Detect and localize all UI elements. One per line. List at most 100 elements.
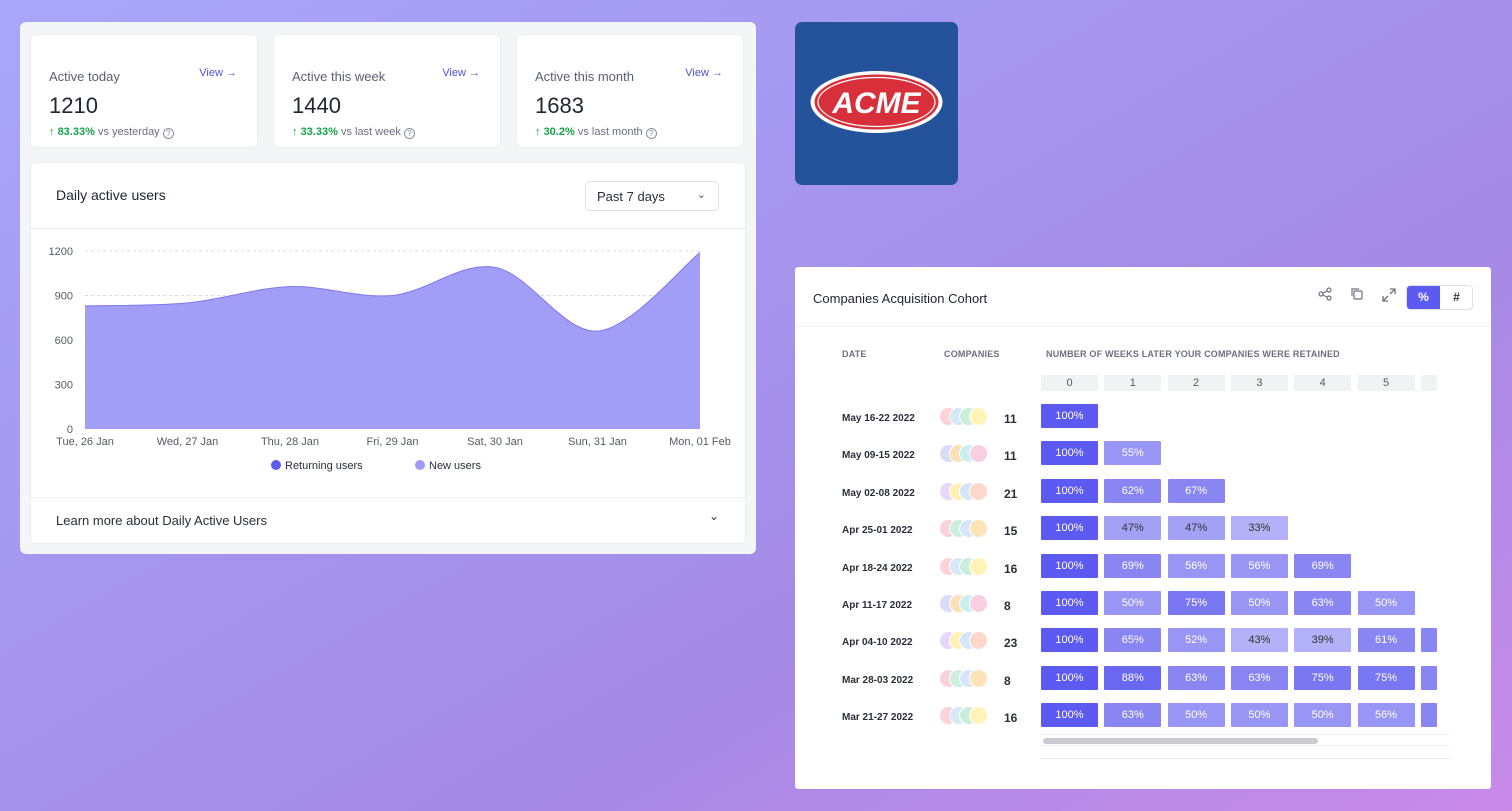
company-avatars [939,481,989,502]
avatar [969,444,988,464]
retention-cell[interactable]: 56% [1230,553,1288,578]
retention-cell-overflow[interactable] [1420,703,1437,728]
chart-title: Daily active users [56,187,166,203]
retention-cell[interactable]: 50% [1230,591,1288,615]
retention-cell[interactable]: 50% [1357,591,1415,615]
company-avatars [939,668,989,689]
retention-cell[interactable]: 50% [1167,703,1225,728]
retention-cell[interactable]: 100% [1041,404,1098,428]
retention-cell[interactable]: 65% [1104,628,1162,653]
retention-cell[interactable]: 55% [1104,441,1162,466]
retention-cell[interactable]: 75% [1294,665,1352,690]
retention-cell[interactable]: 61% [1357,628,1415,653]
cohort-row-count: 16 [1004,711,1018,726]
week-header: 3 [1230,375,1288,391]
retention-cell[interactable]: 50% [1230,703,1288,728]
retention-cell[interactable]: 100% [1041,441,1098,466]
learn-more-toggle[interactable]: Learn more about Daily Active Users [56,513,267,528]
view-link[interactable]: View → [199,67,237,79]
cohort-row-date: May 16-22 2022 [842,413,915,424]
retention-cell[interactable]: 100% [1041,703,1098,728]
avatar [969,631,988,651]
divider [31,228,745,229]
view-link[interactable]: View → [442,67,480,79]
arrow-up-icon: ↑ [535,126,541,138]
horizontal-scrollbar[interactable] [1040,734,1450,746]
dau-chart-card: Daily active users Past 7 days ⌄ 0 300 600… [30,162,746,544]
retention-cell[interactable]: 39% [1294,628,1352,653]
avatar [969,556,988,576]
week-header-overflow [1420,375,1437,391]
retention-cell[interactable]: 47% [1104,516,1162,541]
view-link[interactable]: View → [685,67,723,79]
col-header-companies: COMPANIES [944,349,1000,359]
legend-label[interactable]: New users [429,460,481,472]
help-icon[interactable]: ? [403,128,415,139]
expand-icon[interactable] [1378,287,1400,307]
retention-cell[interactable]: 88% [1104,665,1162,690]
retention-cell[interactable]: 50% [1104,591,1162,615]
retention-cell[interactable]: 75% [1167,591,1225,615]
retention-cell[interactable]: 56% [1167,553,1225,578]
retention-cell[interactable]: 100% [1041,591,1098,615]
retention-cell[interactable]: 63% [1294,591,1352,615]
share-icon[interactable] [1314,287,1336,307]
legend-marker[interactable] [271,460,281,470]
stat-value: 1440 [292,93,341,118]
svg-text:ACME: ACME [831,87,921,120]
retention-cell[interactable]: 100% [1041,478,1098,503]
range-select[interactable]: Past 7 days ⌄ [585,181,719,211]
retention-cell-overflow[interactable] [1420,628,1437,653]
avatar [969,668,988,688]
retention-cell[interactable]: 100% [1041,516,1098,541]
help-icon[interactable]: ? [162,128,174,139]
toggle-count[interactable]: # [1453,290,1460,304]
chevron-down-icon[interactable]: ⌄ [708,509,719,523]
cohort-row-count: 8 [1004,673,1011,688]
stat-value: 1210 [49,93,98,118]
legend-label[interactable]: Returning users [285,460,363,472]
series-line-returning [84,252,701,332]
retention-cell[interactable]: 47% [1167,516,1225,541]
company-avatars [939,706,989,726]
help-icon[interactable]: ? [645,128,657,139]
retention-cell[interactable]: 52% [1167,628,1225,653]
series-area-returning [85,252,700,429]
cohort-row-count: 11 [1004,449,1017,464]
retention-cell[interactable]: 63% [1167,665,1225,690]
stat-delta: ↑ 30.2% vs last month? [535,126,657,139]
cohort-title: Companies Acquisition Cohort [813,291,988,306]
retention-cell[interactable]: 33% [1230,516,1288,541]
retention-cell-overflow[interactable] [1420,665,1437,690]
retention-cell[interactable]: 69% [1294,553,1352,578]
stat-label: Active today [49,69,120,84]
retention-cell[interactable]: 50% [1294,703,1352,728]
cohort-row-count: 23 [1004,636,1018,651]
retention-cell[interactable]: 62% [1104,478,1162,503]
company-avatars [939,519,989,539]
stat-value: 1683 [535,93,584,118]
week-header: 1 [1104,375,1162,391]
retention-cell[interactable]: 69% [1104,553,1162,578]
retention-cell[interactable]: 100% [1041,665,1098,690]
toggle-percent[interactable]: % [1407,286,1440,309]
stat-delta: ↑ 83.33% vs yesterday? [49,126,174,139]
col-header-date: DATE [842,349,867,359]
retention-cell[interactable]: 56% [1357,703,1415,728]
retention-cell[interactable]: 63% [1230,665,1288,690]
retention-cell[interactable]: 63% [1104,703,1162,728]
week-header: 0 [1041,375,1098,391]
scrollbar-thumb[interactable] [1043,738,1318,744]
legend-marker[interactable] [415,460,425,470]
avatar [969,481,988,501]
retention-cell[interactable]: 43% [1230,628,1288,653]
copy-icon[interactable] [1346,287,1368,307]
retention-cell[interactable]: 100% [1041,628,1098,653]
y-tick-label: 300 [55,380,73,392]
retention-cell[interactable]: 75% [1357,665,1415,690]
retention-cell[interactable]: 67% [1167,478,1225,503]
col-header-weeks: NUMBER OF WEEKS LATER YOUR COMPANIES WER… [1046,349,1340,359]
arrow-right-icon: → [469,67,480,79]
retention-cell[interactable]: 100% [1041,553,1098,578]
divider [795,326,1491,327]
